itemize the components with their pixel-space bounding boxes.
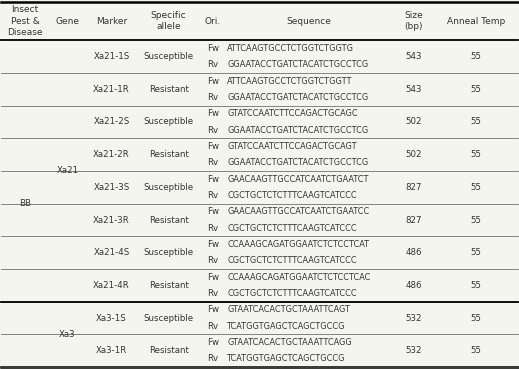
Text: Fw: Fw bbox=[207, 142, 219, 151]
Text: GGAATACCTGATCTACATCTGCCTCG: GGAATACCTGATCTACATCTGCCTCG bbox=[227, 93, 368, 102]
Text: CGCTGCTCTCTTTCAAGTCATCCC: CGCTGCTCTCTTTCAAGTCATCCC bbox=[227, 289, 357, 298]
Text: Xa3-1R: Xa3-1R bbox=[96, 346, 127, 355]
Text: Marker: Marker bbox=[96, 17, 127, 25]
Text: BB: BB bbox=[19, 199, 31, 208]
Text: 543: 543 bbox=[406, 52, 422, 61]
Text: CGCTGCTCTCTTTCAAGTCATCCC: CGCTGCTCTCTTTCAAGTCATCCC bbox=[227, 224, 357, 233]
Text: CGCTGCTCTCTTTCAAGTCATCCC: CGCTGCTCTCTTTCAAGTCATCCC bbox=[227, 191, 357, 200]
Text: Xa21-1S: Xa21-1S bbox=[93, 52, 130, 61]
Text: Specific
allele: Specific allele bbox=[151, 11, 186, 31]
Text: Rv: Rv bbox=[207, 158, 218, 167]
Text: GTAATCACACTGCTAAATTCAGT: GTAATCACACTGCTAAATTCAGT bbox=[227, 306, 350, 314]
Text: Xa21-4S: Xa21-4S bbox=[93, 248, 130, 257]
Text: 55: 55 bbox=[471, 346, 482, 355]
Text: 55: 55 bbox=[471, 150, 482, 159]
Text: ATTCAAGTGCCTCTGGTCTGGTT: ATTCAAGTGCCTCTGGTCTGGTT bbox=[227, 77, 353, 86]
Text: Fw: Fw bbox=[207, 207, 219, 216]
Text: Rv: Rv bbox=[207, 60, 218, 69]
Text: Fw: Fw bbox=[207, 44, 219, 53]
Text: Resistant: Resistant bbox=[149, 150, 188, 159]
Text: Xa21-3R: Xa21-3R bbox=[93, 215, 130, 224]
Text: Xa21: Xa21 bbox=[57, 166, 78, 176]
Text: Resistant: Resistant bbox=[149, 85, 188, 94]
Text: Rv: Rv bbox=[207, 93, 218, 102]
Text: Rv: Rv bbox=[207, 355, 218, 363]
Text: Xa21-1R: Xa21-1R bbox=[93, 85, 130, 94]
Text: 543: 543 bbox=[406, 85, 422, 94]
Text: Xa21-2R: Xa21-2R bbox=[93, 150, 130, 159]
Text: 55: 55 bbox=[471, 52, 482, 61]
Text: Xa21-2S: Xa21-2S bbox=[93, 117, 130, 127]
Text: GTATCCAATCTTCCAGACTGCAGT: GTATCCAATCTTCCAGACTGCAGT bbox=[227, 142, 357, 151]
Text: Size
(bp): Size (bp) bbox=[404, 11, 424, 31]
Text: Gene: Gene bbox=[56, 17, 79, 25]
Text: Resistant: Resistant bbox=[149, 215, 188, 224]
Text: 55: 55 bbox=[471, 215, 482, 224]
Text: Rv: Rv bbox=[207, 125, 218, 135]
Text: Resistant: Resistant bbox=[149, 281, 188, 290]
Text: GGAATACCTGATCTACATCTGCCTCG: GGAATACCTGATCTACATCTGCCTCG bbox=[227, 125, 368, 135]
Text: GGAATACCTGATCTACATCTGCCTCG: GGAATACCTGATCTACATCTGCCTCG bbox=[227, 60, 368, 69]
Text: Rv: Rv bbox=[207, 289, 218, 298]
Text: TCATGGTGAGCTCAGCTGCCG: TCATGGTGAGCTCAGCTGCCG bbox=[227, 322, 346, 331]
Text: GTATCCAATCTTCCAGACTGCAGC: GTATCCAATCTTCCAGACTGCAGC bbox=[227, 109, 358, 118]
Text: Sequence: Sequence bbox=[286, 17, 331, 25]
Text: CCAAAGCAGATGGAATCTCTCCTCAT: CCAAAGCAGATGGAATCTCTCCTCAT bbox=[227, 240, 370, 249]
Text: 532: 532 bbox=[406, 346, 422, 355]
Text: Fw: Fw bbox=[207, 306, 219, 314]
Text: Rv: Rv bbox=[207, 256, 218, 265]
Text: TCATGGTGAGCTCAGCTGCCG: TCATGGTGAGCTCAGCTGCCG bbox=[227, 355, 346, 363]
Text: 502: 502 bbox=[406, 117, 422, 127]
Text: 827: 827 bbox=[406, 183, 422, 192]
Text: Insect
Pest &
Disease: Insect Pest & Disease bbox=[7, 6, 43, 37]
Text: GTAATCACACTGCTAAATTCAGG: GTAATCACACTGCTAAATTCAGG bbox=[227, 338, 352, 347]
Text: Susceptible: Susceptible bbox=[144, 314, 194, 323]
Text: GAACAAGTTGCCATCAATCTGAATCT: GAACAAGTTGCCATCAATCTGAATCT bbox=[227, 175, 369, 184]
Text: CGCTGCTCTCTTTCAAGTCATCCC: CGCTGCTCTCTTTCAAGTCATCCC bbox=[227, 256, 357, 265]
Text: Rv: Rv bbox=[207, 224, 218, 233]
Text: 502: 502 bbox=[406, 150, 422, 159]
Text: Fw: Fw bbox=[207, 273, 219, 282]
Text: GGAATACCTGATCTACATCTGCCTCG: GGAATACCTGATCTACATCTGCCTCG bbox=[227, 158, 368, 167]
Text: Xa21-4R: Xa21-4R bbox=[93, 281, 130, 290]
Text: Susceptible: Susceptible bbox=[144, 52, 194, 61]
Text: Susceptible: Susceptible bbox=[144, 183, 194, 192]
Text: 55: 55 bbox=[471, 248, 482, 257]
Text: ATTCAAGTGCCTCTGGTCTGGTG: ATTCAAGTGCCTCTGGTCTGGTG bbox=[227, 44, 354, 53]
Text: Xa3-1S: Xa3-1S bbox=[96, 314, 127, 323]
Text: GAACAAGTTGCCATCAATCTGAATCC: GAACAAGTTGCCATCAATCTGAATCC bbox=[227, 207, 370, 216]
Text: Fw: Fw bbox=[207, 109, 219, 118]
Text: Fw: Fw bbox=[207, 240, 219, 249]
Text: Susceptible: Susceptible bbox=[144, 117, 194, 127]
Text: Xa3: Xa3 bbox=[59, 330, 76, 339]
Text: Anneal Temp: Anneal Temp bbox=[447, 17, 506, 25]
Text: 827: 827 bbox=[406, 215, 422, 224]
Text: Fw: Fw bbox=[207, 77, 219, 86]
Text: Resistant: Resistant bbox=[149, 346, 188, 355]
Text: 486: 486 bbox=[406, 248, 422, 257]
Text: Xa21-3S: Xa21-3S bbox=[93, 183, 130, 192]
Text: Susceptible: Susceptible bbox=[144, 248, 194, 257]
Text: Rv: Rv bbox=[207, 191, 218, 200]
Text: 55: 55 bbox=[471, 117, 482, 127]
Text: Fw: Fw bbox=[207, 175, 219, 184]
Text: Rv: Rv bbox=[207, 322, 218, 331]
Text: 532: 532 bbox=[406, 314, 422, 323]
Text: 55: 55 bbox=[471, 183, 482, 192]
Text: 55: 55 bbox=[471, 85, 482, 94]
Text: CCAAAGCAGATGGAATCTCTCCTCAC: CCAAAGCAGATGGAATCTCTCCTCAC bbox=[227, 273, 371, 282]
Text: Ori.: Ori. bbox=[204, 17, 221, 25]
Text: 55: 55 bbox=[471, 314, 482, 323]
Text: Fw: Fw bbox=[207, 338, 219, 347]
Text: 55: 55 bbox=[471, 281, 482, 290]
Text: 486: 486 bbox=[406, 281, 422, 290]
